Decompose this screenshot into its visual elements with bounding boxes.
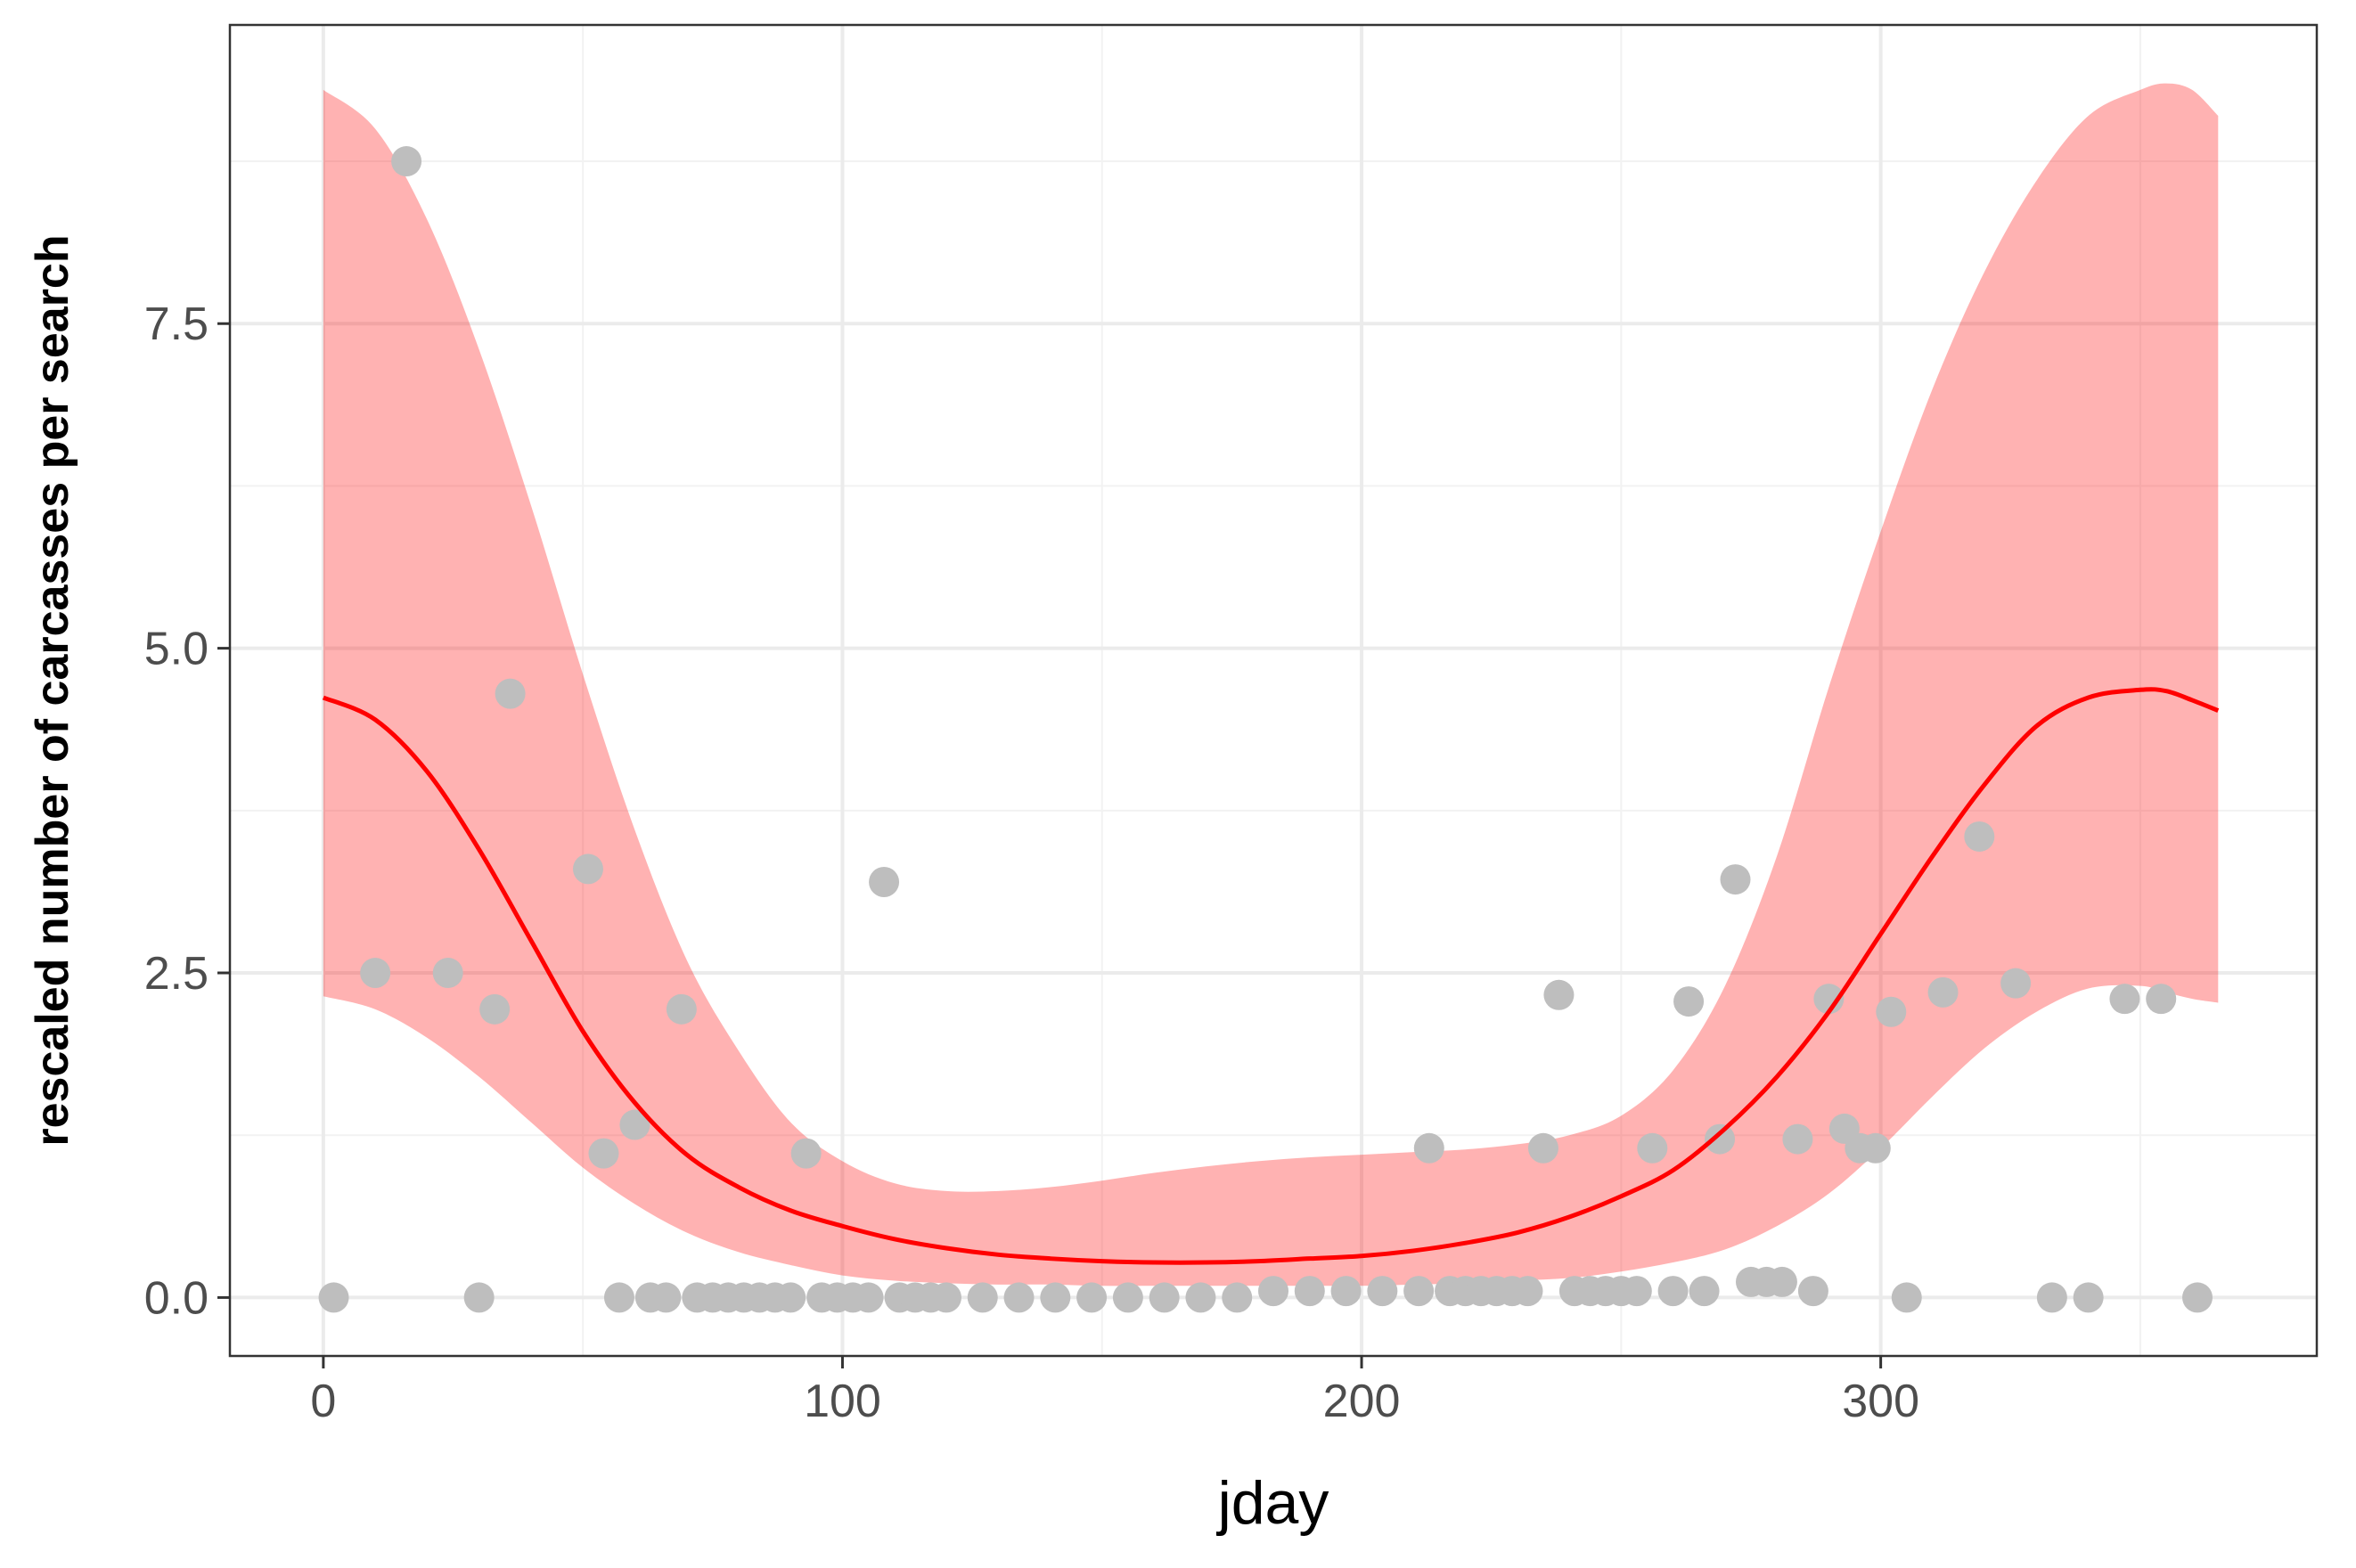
x-tick-label: 200 (1323, 1376, 1401, 1427)
data-point (1720, 864, 1751, 895)
data-point (1543, 979, 1575, 1010)
data-point (1964, 821, 1995, 852)
data-point (666, 993, 697, 1025)
y-tick-label: 2.5 (144, 948, 209, 1000)
data-point (1891, 1282, 1922, 1313)
data-point (2146, 984, 2177, 1015)
major-gridlines (230, 25, 2317, 1356)
data-point (2109, 984, 2140, 1015)
fit-line (322, 687, 2220, 1265)
data-point (2073, 1282, 2104, 1313)
data-point (869, 866, 900, 897)
data-point (1766, 1266, 1797, 1297)
x-axis: 0 100 200 300 (310, 1356, 1919, 1427)
x-tick-label: 300 (1842, 1376, 1919, 1427)
data-point (1637, 1132, 1668, 1164)
y-tick-label: 7.5 (144, 298, 209, 350)
data-point (853, 1282, 884, 1313)
data-point (1673, 986, 1705, 1017)
data-point (790, 1138, 822, 1169)
data-point (391, 146, 422, 177)
data-point (1797, 1276, 1828, 1307)
data-point (1927, 976, 1959, 1008)
data-point (603, 1282, 634, 1313)
fit-line-layer (322, 687, 2220, 1265)
y-axis: 0.0 2.5 5.0 7.5 (144, 298, 230, 1324)
data-point (463, 1282, 495, 1313)
confidence-ribbon (323, 83, 2219, 1286)
data-point (1112, 1282, 1143, 1313)
data-point (588, 1138, 619, 1169)
y-tick-label: 0.0 (144, 1272, 209, 1324)
y-axis-title: rescaled number of carcasses per search (27, 234, 78, 1146)
data-point (479, 993, 511, 1025)
data-point (1689, 1276, 1720, 1307)
data-point (1413, 1132, 1444, 1164)
data-point (432, 958, 463, 989)
data-point (572, 853, 603, 885)
x-tick-label: 0 (310, 1376, 336, 1427)
data-point (1258, 1276, 1288, 1307)
data-point (2000, 968, 2032, 999)
data-point (2036, 1282, 2067, 1313)
data-point (1367, 1276, 1398, 1307)
data-point (1813, 984, 1845, 1015)
data-point (1657, 1276, 1689, 1307)
data-point (1403, 1276, 1435, 1307)
data-point (495, 678, 526, 709)
y-tick-label: 5.0 (144, 624, 209, 675)
data-point (1527, 1132, 1558, 1164)
data-point (930, 1282, 961, 1313)
data-point (1185, 1282, 1216, 1313)
data-point (318, 1282, 349, 1313)
data-point (1876, 996, 1907, 1027)
data-point (1705, 1123, 1736, 1155)
data-point (1076, 1282, 1108, 1313)
confidence-ribbon-layer (323, 83, 2219, 1286)
data-point (1222, 1282, 1253, 1313)
data-point (619, 1109, 650, 1140)
data-point (1330, 1276, 1362, 1307)
data-point (1782, 1123, 1813, 1155)
data-point (1512, 1276, 1543, 1307)
panel-border (228, 23, 2319, 1358)
data-point (1149, 1282, 1180, 1313)
data-point (360, 958, 391, 989)
data-point (1860, 1132, 1891, 1164)
data-point (1621, 1276, 1652, 1307)
data-point (650, 1282, 682, 1313)
data-point (1294, 1276, 1325, 1307)
minor-gridlines (230, 25, 2317, 1356)
data-point (2182, 1282, 2213, 1313)
data-point (1040, 1282, 1071, 1313)
x-tick-label: 100 (804, 1376, 881, 1427)
data-point (775, 1282, 806, 1313)
data-points-layer (318, 146, 2213, 1313)
data-point (1003, 1282, 1035, 1313)
x-axis-title: jday (1216, 1469, 1329, 1537)
data-point (967, 1282, 998, 1313)
